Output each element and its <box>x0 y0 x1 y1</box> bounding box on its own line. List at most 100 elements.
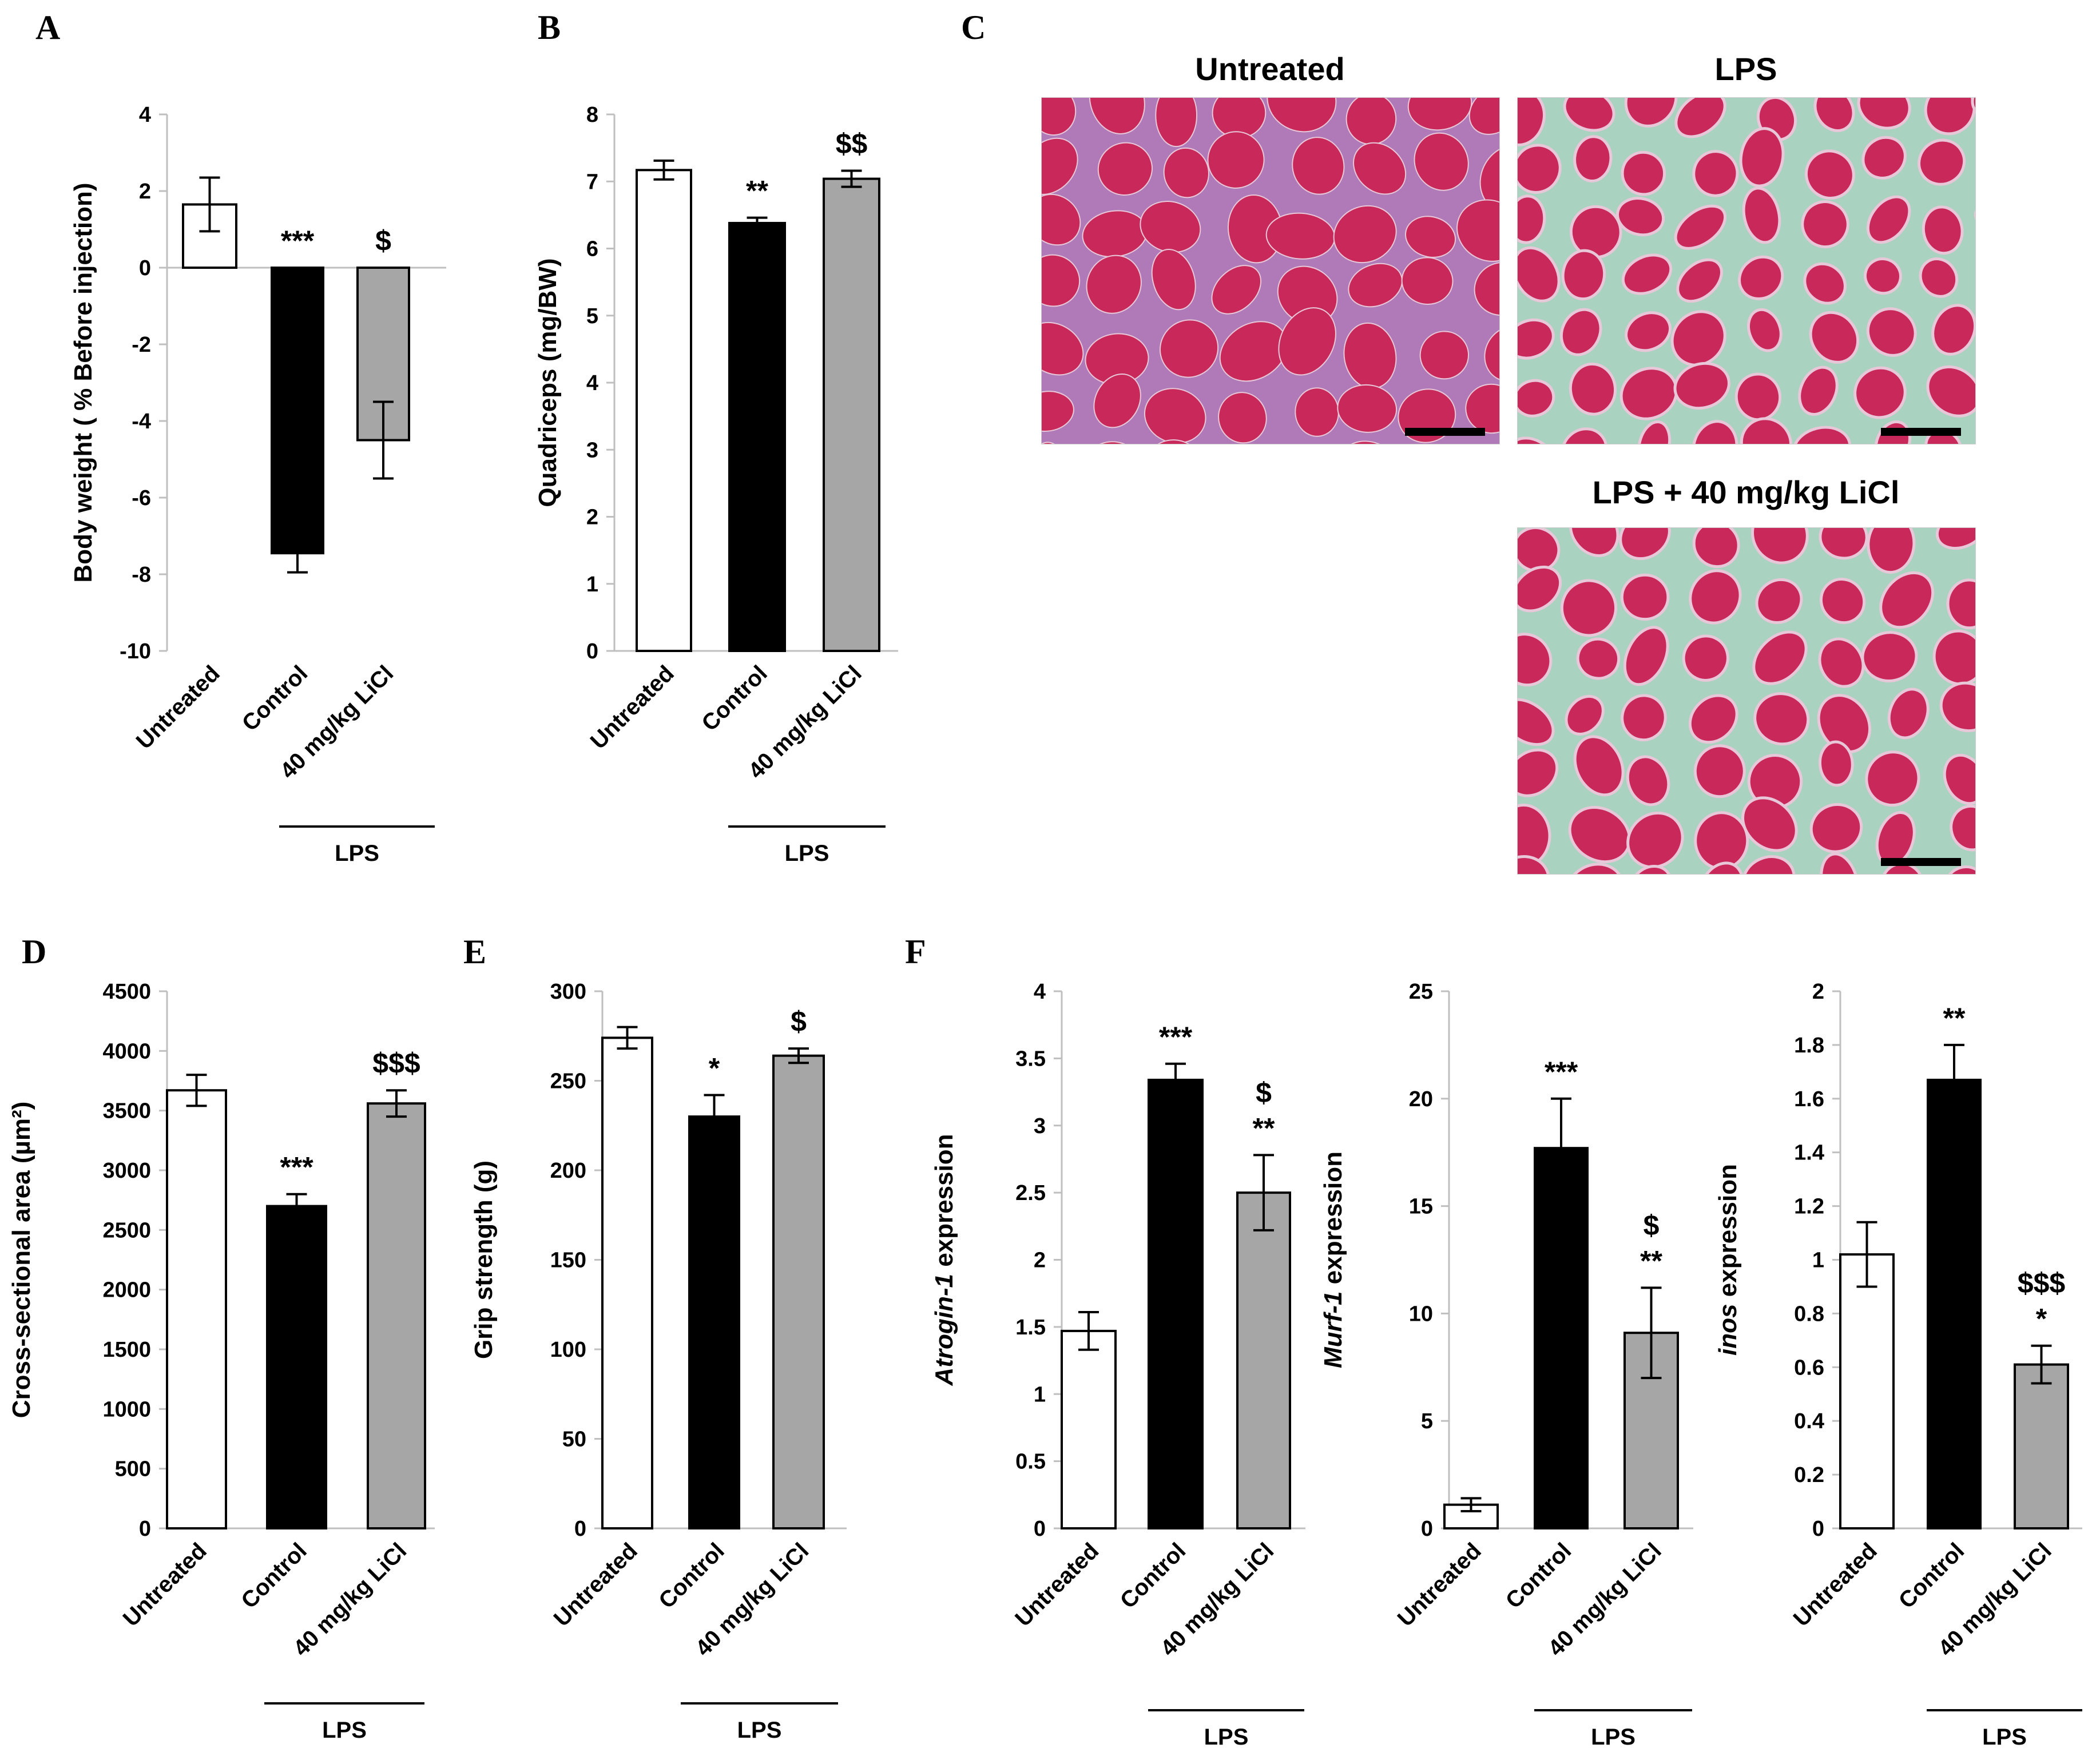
category-label: Untreated <box>118 1538 212 1631</box>
muscle-fiber <box>1753 692 1810 746</box>
histology-image-untreated <box>1041 97 1500 444</box>
muscle-fiber <box>1337 384 1398 433</box>
muscle-fiber <box>1292 137 1345 195</box>
muscle-fiber <box>1861 631 1918 682</box>
y-tick-label: 2 <box>586 506 598 530</box>
y-tick-label: 2.5 <box>1015 1181 1046 1205</box>
muscle-fiber <box>1919 257 1959 298</box>
scale-bar <box>1881 858 1961 866</box>
muscle-fiber <box>1818 637 1865 688</box>
category-label: Control <box>654 1538 729 1614</box>
y-axis-label: Murf-1 expression <box>1319 1151 1347 1368</box>
y-tick-label: 0 <box>139 256 151 280</box>
y-tick-label: 1500 <box>102 1338 151 1362</box>
muscle-fiber <box>1741 796 1798 852</box>
y-tick-label: 0 <box>574 1517 586 1541</box>
muscle-fiber <box>1619 367 1678 420</box>
muscle-fiber <box>1931 304 1975 356</box>
muscle-fiber <box>1619 528 1671 561</box>
muscle-fiber <box>1887 688 1930 740</box>
muscle-fiber <box>1569 362 1617 416</box>
muscle-fiber <box>1818 740 1854 787</box>
muscle-fiber <box>1801 200 1849 248</box>
y-tick-label: 3500 <box>102 1099 151 1123</box>
y-tick-label: 25 <box>1409 980 1433 1004</box>
muscle-fiber <box>1629 864 1673 874</box>
muscle-fiber <box>1739 127 1785 188</box>
significance-label: $ <box>791 1006 807 1038</box>
muscle-fiber <box>1565 694 1605 736</box>
chart-f2: 25 20 15 10 5 0 Murf-1 expression Untreated *** C… <box>1319 980 1693 1750</box>
bar-2 <box>688 1115 740 1529</box>
y-axis-label: inos expression <box>1714 1164 1742 1356</box>
muscle-fiber <box>1857 98 1911 130</box>
y-axis-label-rest: expression <box>1319 1151 1347 1292</box>
muscle-fiber <box>1673 361 1730 410</box>
muscle-fiber <box>1742 186 1781 244</box>
muscle-fiber <box>1747 308 1783 352</box>
bar-1 <box>636 169 692 652</box>
muscle-fiber <box>1624 98 1678 128</box>
muscle-fiber <box>1559 308 1602 356</box>
muscle-fiber <box>1465 383 1499 434</box>
y-tick-label: 50 <box>562 1428 586 1452</box>
muscle-fiber <box>1042 321 1084 376</box>
muscle-fiber <box>1083 441 1142 444</box>
group-label: LPS <box>322 1718 367 1743</box>
y-tick-label: 2 <box>1812 980 1824 1004</box>
muscle-fiber <box>1637 420 1672 444</box>
y-axis-label-rest: expression <box>930 1134 958 1274</box>
panel-label-a: A <box>35 9 61 46</box>
muscle-fiber <box>1946 578 1975 630</box>
muscle-fiber <box>1565 863 1625 874</box>
muscle-fiber <box>1866 195 1911 244</box>
y-tick-label: 0 <box>1034 1517 1046 1541</box>
muscle-fiber <box>1922 205 1964 255</box>
y-axis-label: Grip strength (g) <box>470 1161 498 1359</box>
significance-label: $ <box>375 225 391 257</box>
histology-title-untreated: Untreated <box>1195 51 1345 87</box>
muscle-fiber <box>1414 132 1469 191</box>
muscle-fiber <box>1804 149 1855 200</box>
y-tick-label: 1000 <box>102 1397 151 1421</box>
bar-3 <box>823 177 880 652</box>
muscle-fiber <box>1267 98 1337 133</box>
muscle-fiber <box>1353 142 1407 195</box>
y-axis-label-italic: inos <box>1714 1304 1742 1356</box>
muscle-fiber <box>1692 528 1740 569</box>
category-label: Control <box>1116 1538 1191 1614</box>
significance-label: *** <box>1545 1056 1578 1088</box>
significance-label: *** <box>281 225 315 257</box>
muscle-fiber <box>1879 571 1935 629</box>
muscle-fiber <box>1813 98 1855 132</box>
significance-label: ** <box>1253 1112 1275 1144</box>
y-tick-label: 3.5 <box>1015 1047 1046 1071</box>
y-tick-label: 100 <box>550 1338 586 1362</box>
chart-d: 4500 4000 3500 3000 2500 2000 1500 1000 500 0 Cros… <box>7 980 435 1743</box>
muscle-fiber <box>1518 246 1561 303</box>
y-tick-label: 1.2 <box>1794 1195 1824 1219</box>
muscle-fiber <box>1692 420 1738 444</box>
y-tick-label: 2500 <box>102 1218 151 1242</box>
y-tick-label: 0 <box>1812 1517 1824 1541</box>
y-tick-label: 0.8 <box>1794 1302 1824 1326</box>
y-tick-label: 0.6 <box>1794 1356 1824 1380</box>
muscle-fiber <box>1817 694 1872 754</box>
y-tick-label: 4000 <box>102 1039 151 1063</box>
muscle-fiber <box>1211 265 1262 315</box>
muscle-fiber <box>1518 436 1557 444</box>
muscle-fiber <box>1861 136 1907 180</box>
muscle-fiber <box>1918 138 1966 186</box>
muscle-fiber <box>1809 803 1863 853</box>
muscle-fiber <box>1518 565 1562 613</box>
significance-label: $$$ <box>372 1047 420 1079</box>
muscle-fiber <box>1561 427 1608 444</box>
significance-label: *** <box>280 1151 313 1183</box>
y-tick-label: 10 <box>1409 1302 1433 1326</box>
muscle-fiber <box>1338 440 1400 444</box>
y-tick-label: 3 <box>586 438 598 462</box>
bar-2 <box>1148 1078 1204 1530</box>
y-axis-label-italic: Atrogin-1 <box>930 1274 958 1386</box>
muscle-fiber <box>1042 391 1074 432</box>
y-tick-label: 2 <box>1034 1249 1046 1273</box>
